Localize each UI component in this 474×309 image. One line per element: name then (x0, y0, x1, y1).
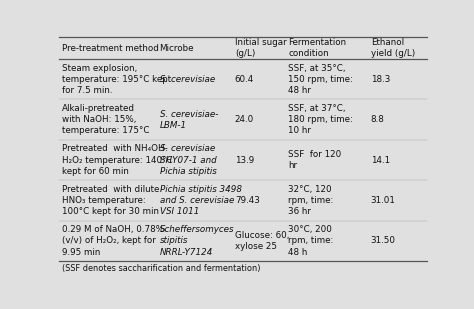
Text: Steam explosion,
temperature: 195°C kept
for 7.5 min.: Steam explosion, temperature: 195°C kept… (62, 64, 171, 95)
Text: S. cerevisiae
SHY07-1 and
Pichia stipitis: S. cerevisiae SHY07-1 and Pichia stipiti… (160, 145, 216, 176)
Text: Pre-treatment method: Pre-treatment method (62, 44, 159, 53)
Text: Glucose: 60,
xylose 25: Glucose: 60, xylose 25 (235, 231, 289, 251)
Text: Pichia stipitis 3498
and S. cerevisiae
VSI 1011: Pichia stipitis 3498 and S. cerevisiae V… (160, 185, 242, 216)
Text: 24.0: 24.0 (235, 115, 254, 124)
Text: 13.9: 13.9 (235, 156, 254, 165)
Text: 30°C, 200
rpm, time:
48 h: 30°C, 200 rpm, time: 48 h (288, 225, 334, 256)
Text: Pretreated  with dilute
HNO₃ temperature:
100°C kept for 30 min: Pretreated with dilute HNO₃ temperature:… (62, 185, 160, 216)
Text: SSF, at 35°C,
150 rpm, time:
48 hr: SSF, at 35°C, 150 rpm, time: 48 hr (288, 64, 353, 95)
Text: SSF, at 37°C,
180 rpm, time:
10 hr: SSF, at 37°C, 180 rpm, time: 10 hr (288, 104, 353, 135)
Text: Fermentation
condition: Fermentation condition (288, 38, 346, 58)
Text: Microbe: Microbe (160, 44, 194, 53)
Text: Scheffersomyces
stipitis
NRRL-Y7124: Scheffersomyces stipitis NRRL-Y7124 (160, 225, 234, 256)
Text: (SSF denotes saccharification and fermentation): (SSF denotes saccharification and fermen… (62, 264, 261, 273)
Text: Initial sugar
(g/L): Initial sugar (g/L) (235, 38, 287, 58)
Text: 0.29 M of NaOH, 0.78%
(v/v) of H₂O₂, kept for
9.95 min: 0.29 M of NaOH, 0.78% (v/v) of H₂O₂, kep… (62, 225, 164, 256)
Text: 18.3: 18.3 (371, 75, 390, 84)
Text: 8.8: 8.8 (371, 115, 384, 124)
Text: S. cerevisiae-
LBM-1: S. cerevisiae- LBM-1 (160, 110, 218, 130)
Text: Pretreated  with NH₄OH-
H₂O₂ temperature: 140°C
kept for 60 min: Pretreated with NH₄OH- H₂O₂ temperature:… (62, 145, 173, 176)
Text: Ethanol
yield (g/L): Ethanol yield (g/L) (371, 38, 415, 58)
Text: 60.4: 60.4 (235, 75, 254, 84)
Text: S. cerevisiae: S. cerevisiae (160, 75, 215, 84)
Text: 31.50: 31.50 (371, 236, 396, 245)
Text: SSF  for 120
hr: SSF for 120 hr (288, 150, 341, 170)
Text: 31.01: 31.01 (371, 196, 396, 205)
Text: 32°C, 120
rpm, time:
36 hr: 32°C, 120 rpm, time: 36 hr (288, 185, 334, 216)
Text: 79.43: 79.43 (235, 196, 260, 205)
Text: 14.1: 14.1 (371, 156, 390, 165)
Text: Alkali-pretreated
with NaOH: 15%,
temperature: 175°C: Alkali-pretreated with NaOH: 15%, temper… (62, 104, 150, 135)
